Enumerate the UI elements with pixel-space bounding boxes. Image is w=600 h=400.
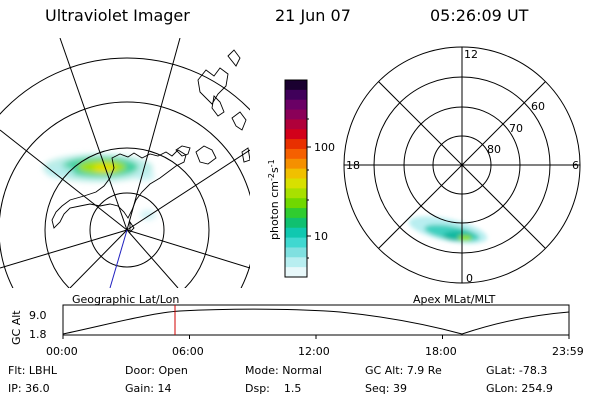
mlt-meridians <box>344 47 580 283</box>
time-label: 05:26:09 UT <box>430 6 529 25</box>
colorbar-cell <box>285 237 307 249</box>
colorbar-cell <box>285 99 307 111</box>
geographic-map <box>0 38 250 288</box>
altitude-x-tick-1200: 12:00 <box>298 345 330 358</box>
colorbar-cell <box>285 267 307 278</box>
dsp-field: Dsp: 1.5 <box>245 382 302 395</box>
filter-field: Flt: LBHL <box>8 364 57 377</box>
colorbar-tick-100: 100 <box>314 141 335 154</box>
colorbar-frame <box>284 79 308 278</box>
colorbar-cell <box>285 158 307 170</box>
door-field: Door: Open <box>125 364 188 377</box>
colorbar-cells <box>285 80 307 278</box>
altitude-curve <box>62 308 570 335</box>
glat-field: GLat: -78.3 <box>486 364 548 377</box>
colorbar-cell <box>285 257 307 268</box>
colorbar-cell <box>285 80 307 91</box>
mlat-label-60: 60 <box>531 100 545 113</box>
aurora-emission-right <box>408 216 488 244</box>
latitude-circles <box>0 57 250 288</box>
colorbar-cell <box>285 208 307 219</box>
mlt-label-18: 18 <box>346 159 360 172</box>
glon-field: GLon: 254.9 <box>486 382 553 395</box>
colorbar-cell <box>285 139 307 150</box>
ip-field: IP: 36.0 <box>8 382 50 395</box>
colorbar-cell <box>285 119 307 130</box>
altitude-y-tick-9: 9.0 <box>29 309 47 322</box>
aurora-emission-left <box>43 154 156 220</box>
colorbar-unit-label: photon cm-2s-1 <box>267 159 281 240</box>
mlt-label-0: 0 <box>466 272 473 285</box>
altitude-x-tick-1800: 18:00 <box>425 345 457 358</box>
mlat-label-70: 70 <box>509 122 523 135</box>
longitude-lines <box>0 38 250 288</box>
mode-field: Mode: Normal <box>245 364 322 377</box>
colorbar-ticks <box>307 118 311 259</box>
colorbar-cell <box>285 109 307 120</box>
colorbar: 100 10 photon cm-2s-1 <box>267 79 335 278</box>
coastlines <box>51 49 250 234</box>
altitude-ylabel: GC Alt <box>10 310 23 345</box>
colorbar-cell <box>285 188 307 199</box>
altitude-x-tick-2359: 23:59 <box>552 345 584 358</box>
colorbar-cell <box>285 168 307 180</box>
colorbar-tick-10: 10 <box>314 230 328 243</box>
colorbar-cell <box>285 217 307 229</box>
magnetic-panel-label: Apex MLat/MLT <box>413 293 496 306</box>
altitude-plot: 9.0 1.8 GC Alt 00:00 06:00 12:00 18:00 2… <box>10 304 584 358</box>
colorbar-cell <box>285 89 307 101</box>
gc-alt-field: GC Alt: 7.9 Re <box>365 364 442 377</box>
magnetic-polar-plot: 12 18 6 0 60 70 80 <box>343 46 581 285</box>
mlat-label-80: 80 <box>487 143 501 156</box>
mlt-label-6: 6 <box>572 159 579 172</box>
altitude-x-tick-0600: 06:00 <box>172 345 204 358</box>
mlt-label-12: 12 <box>464 48 478 61</box>
colorbar-cell <box>285 198 307 209</box>
altitude-x-ticks <box>62 335 570 339</box>
altitude-y-tick-1-8: 1.8 <box>29 328 47 341</box>
meridian-line <box>109 229 128 288</box>
colorbar-cell <box>285 227 307 239</box>
colorbar-cell <box>285 148 307 160</box>
colorbar-cell <box>285 129 307 140</box>
altitude-plot-frame <box>62 304 570 336</box>
gain-field: Gain: 14 <box>125 382 172 395</box>
altitude-x-tick-0000: 00:00 <box>46 345 78 358</box>
date-label: 21 Jun 07 <box>275 6 351 25</box>
instrument-title: Ultraviolet Imager <box>45 6 190 25</box>
geographic-panel-label: Geographic Lat/Lon <box>72 293 179 306</box>
colorbar-cell <box>285 178 307 189</box>
colorbar-cell <box>285 247 307 258</box>
seq-field: Seq: 39 <box>365 382 407 395</box>
